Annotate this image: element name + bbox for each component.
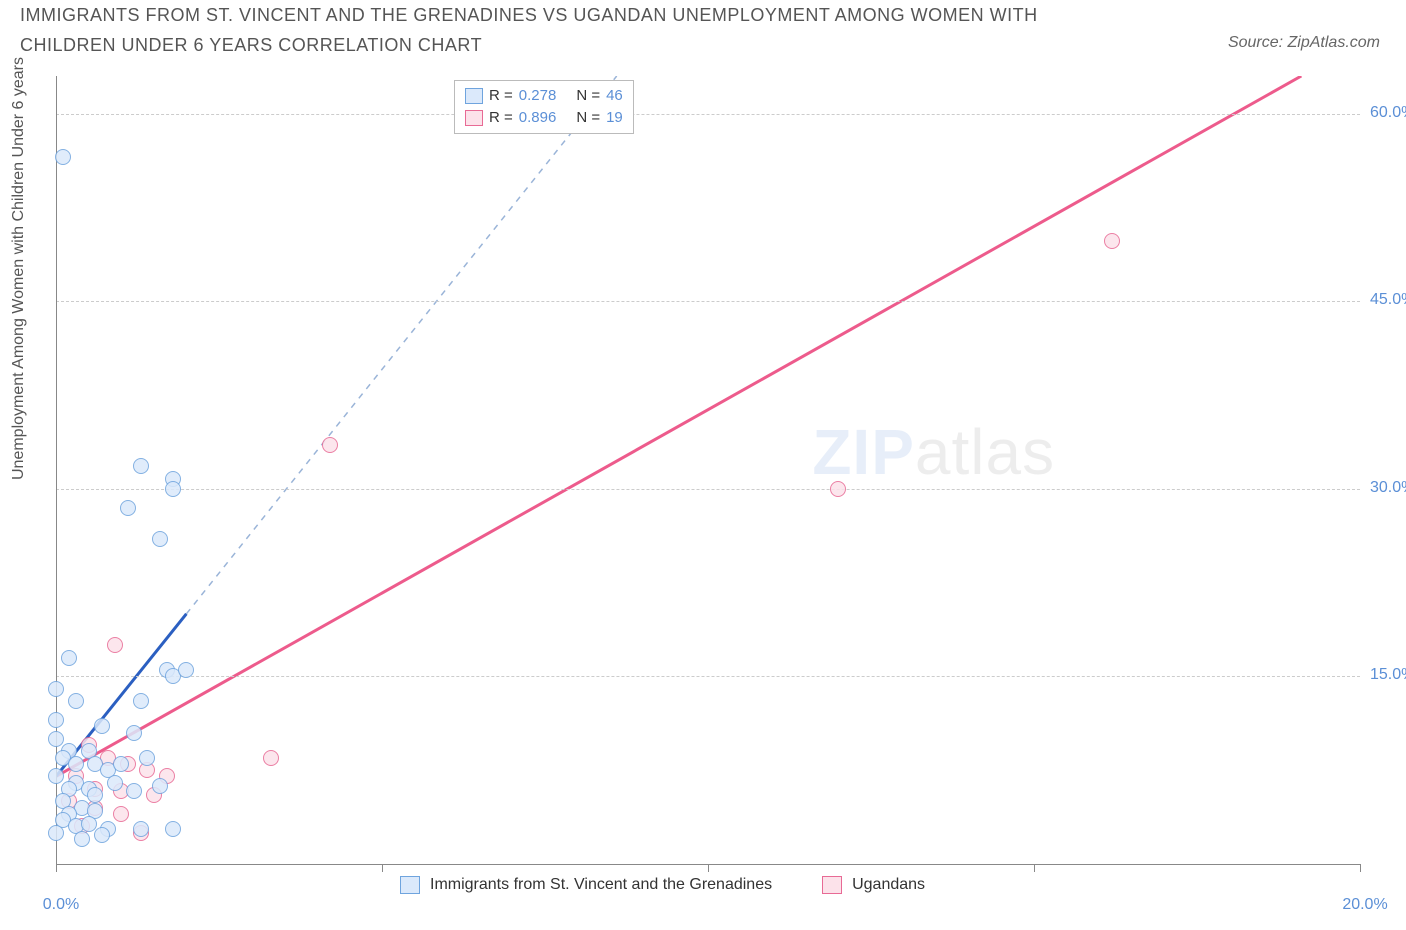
point-series-b bbox=[830, 481, 846, 497]
series-a-label: Immigrants from St. Vincent and the Gren… bbox=[430, 876, 772, 894]
r-label: R = bbox=[489, 85, 513, 107]
stats-row-b: R = 0.896 N = 19 bbox=[465, 107, 623, 129]
xtick-mark bbox=[708, 864, 709, 872]
watermark-atlas: atlas bbox=[915, 416, 1055, 488]
chart-root: IMMIGRANTS FROM ST. VINCENT AND THE GREN… bbox=[0, 0, 1406, 930]
point-series-a bbox=[68, 693, 84, 709]
point-series-a bbox=[48, 712, 64, 728]
n-label: N = bbox=[576, 85, 600, 107]
series-legend: Immigrants from St. Vincent and the Gren… bbox=[400, 876, 925, 894]
y-axis-label: Unemployment Among Women with Children U… bbox=[10, 57, 28, 480]
point-series-a bbox=[81, 816, 97, 832]
swatch-series-a bbox=[465, 88, 483, 104]
point-series-a bbox=[165, 821, 181, 837]
r-value-b: 0.896 bbox=[519, 107, 557, 129]
point-series-b bbox=[263, 750, 279, 766]
point-series-a bbox=[55, 149, 71, 165]
point-series-a bbox=[61, 650, 77, 666]
point-series-a bbox=[133, 693, 149, 709]
chart-title: IMMIGRANTS FROM ST. VINCENT AND THE GREN… bbox=[20, 0, 1120, 60]
point-series-a bbox=[113, 756, 129, 772]
r-value-a: 0.278 bbox=[519, 85, 557, 107]
swatch-series-b-bottom bbox=[822, 876, 842, 894]
grid-line bbox=[56, 489, 1360, 490]
grid-line bbox=[56, 114, 1360, 115]
ytick-label: 30.0% bbox=[1370, 479, 1406, 497]
n-value-b: 19 bbox=[606, 107, 623, 129]
source-label: Source: ZipAtlas.com bbox=[1228, 34, 1380, 52]
point-series-a bbox=[48, 825, 64, 841]
point-series-a bbox=[133, 821, 149, 837]
grid-line bbox=[56, 676, 1360, 677]
point-series-b bbox=[322, 437, 338, 453]
point-series-a bbox=[120, 500, 136, 516]
point-series-a bbox=[165, 481, 181, 497]
ytick-label: 45.0% bbox=[1370, 291, 1406, 309]
xtick-label: 0.0% bbox=[31, 896, 91, 914]
swatch-series-a-bottom bbox=[400, 876, 420, 894]
point-series-a bbox=[48, 681, 64, 697]
point-series-a bbox=[48, 768, 64, 784]
swatch-series-b bbox=[465, 110, 483, 126]
stats-legend: R = 0.278 N = 46 R = 0.896 N = 19 bbox=[454, 80, 634, 134]
point-series-a bbox=[107, 775, 123, 791]
watermark: ZIPatlas bbox=[812, 415, 1055, 489]
n-label: N = bbox=[576, 107, 600, 129]
ytick-label: 60.0% bbox=[1370, 104, 1406, 122]
plot-area: ZIPatlas bbox=[56, 76, 1360, 864]
xtick-mark bbox=[382, 864, 383, 872]
point-series-a bbox=[139, 750, 155, 766]
point-series-a bbox=[74, 831, 90, 847]
point-series-a bbox=[152, 778, 168, 794]
xtick-mark bbox=[1360, 864, 1361, 872]
point-series-a bbox=[87, 787, 103, 803]
ytick-label: 15.0% bbox=[1370, 666, 1406, 684]
point-series-a bbox=[68, 756, 84, 772]
point-series-a bbox=[48, 731, 64, 747]
point-series-a bbox=[152, 531, 168, 547]
point-series-a bbox=[126, 725, 142, 741]
point-series-a bbox=[133, 458, 149, 474]
xtick-mark bbox=[56, 864, 57, 872]
n-value-a: 46 bbox=[606, 85, 623, 107]
series-b-label: Ugandans bbox=[852, 876, 925, 894]
point-series-a bbox=[126, 783, 142, 799]
stats-row-a: R = 0.278 N = 46 bbox=[465, 85, 623, 107]
watermark-zip: ZIP bbox=[812, 416, 915, 488]
xtick-label: 20.0% bbox=[1335, 896, 1395, 914]
point-series-a bbox=[94, 718, 110, 734]
point-series-b bbox=[107, 637, 123, 653]
chart-lines bbox=[56, 76, 1360, 864]
xtick-mark bbox=[1034, 864, 1035, 872]
point-series-b bbox=[1104, 233, 1120, 249]
r-label: R = bbox=[489, 107, 513, 129]
point-series-a bbox=[94, 827, 110, 843]
point-series-b bbox=[113, 806, 129, 822]
grid-line bbox=[56, 301, 1360, 302]
